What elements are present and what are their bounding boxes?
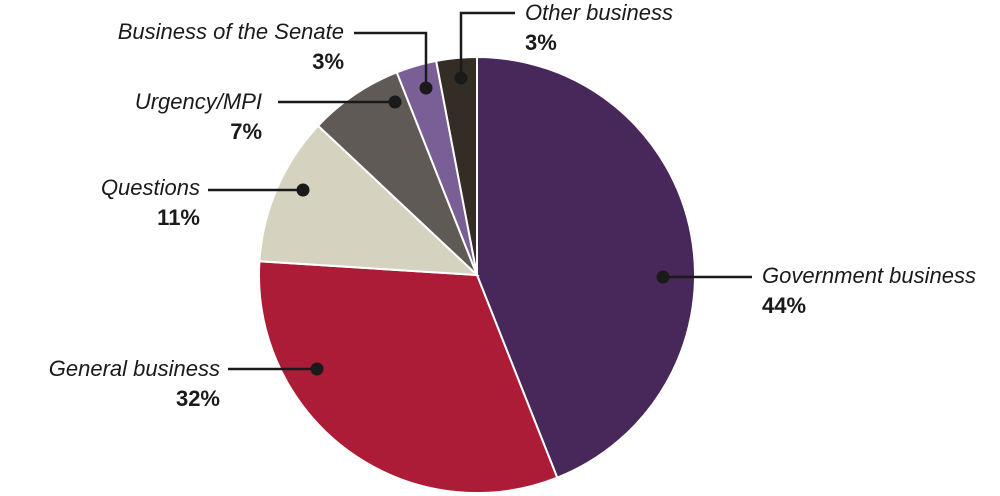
leader-dot-urgency-mpi [388, 95, 402, 109]
slice-other-business [434, 55, 478, 276]
label-business-of-the-senate: Business of the Senate [118, 19, 344, 44]
slice-general-business [258, 260, 559, 494]
slice-government-business [476, 55, 696, 479]
value-other-business: 3% [525, 30, 557, 55]
leader-line-other-business [459, 11, 515, 78]
value-questions: 11% [157, 205, 200, 230]
value-urgency-mpi: 7% [230, 119, 262, 144]
value-business-of-the-senate: 3% [312, 49, 344, 74]
leader-dot-government-business [656, 270, 670, 284]
leader-dot-business-of-the-senate [419, 81, 433, 95]
value-general-business: 32% [176, 386, 220, 411]
pie-slices [258, 55, 696, 494]
label-government-business: Government business [762, 263, 976, 288]
value-government-business: 44% [762, 293, 806, 318]
label-questions: Questions [101, 175, 200, 200]
label-general-business: General business [49, 356, 220, 381]
label-urgency-mpi: Urgency/MPI [135, 89, 262, 114]
leader-lines [208, 11, 752, 376]
leader-dot-questions [296, 183, 310, 197]
leader-dot-general-business [310, 362, 324, 376]
label-other-business: Other business [525, 0, 673, 25]
leader-dot-other-business [454, 71, 468, 85]
leader-line-business-of-the-senate [354, 31, 428, 88]
slice-questions [258, 124, 480, 277]
